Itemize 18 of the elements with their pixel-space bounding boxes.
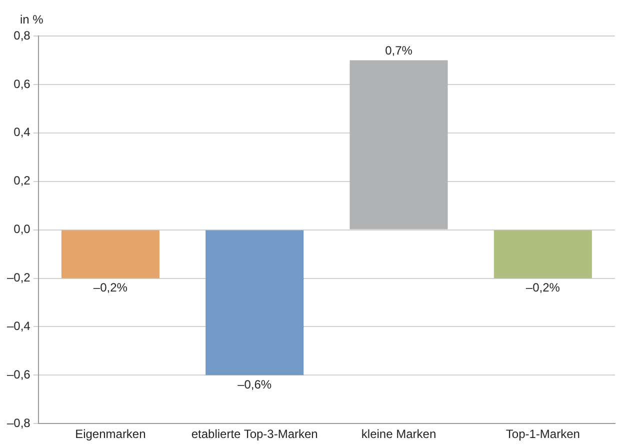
y-tick-label: 0,6 bbox=[14, 76, 31, 91]
data-label: –0,6% bbox=[238, 377, 272, 392]
x-tick-label: etablierte Top-3-Marken bbox=[191, 427, 318, 442]
y-tick-label: 0,0 bbox=[14, 222, 31, 236]
y-tick-label: 0,2 bbox=[14, 174, 31, 188]
data-label: 0,7% bbox=[385, 44, 413, 58]
x-tick-label: Eigenmarken bbox=[75, 427, 146, 442]
data-label: –0,2% bbox=[93, 280, 128, 295]
y-axis-title: in % bbox=[20, 12, 44, 26]
y-tick-label: –0,4 bbox=[6, 319, 31, 334]
y-tick-label: 0,4 bbox=[14, 125, 31, 140]
y-tick-label: 0,8 bbox=[14, 28, 31, 42]
data-label: –0,2% bbox=[526, 280, 560, 295]
y-tick-label: –0,2 bbox=[6, 270, 31, 285]
y-tick-label: –0,6 bbox=[6, 367, 31, 382]
x-tick-label: kleine Marken bbox=[361, 427, 436, 442]
y-tick-label: –0,8 bbox=[6, 416, 31, 430]
x-tick-label: Top-1-Marken bbox=[506, 427, 580, 442]
